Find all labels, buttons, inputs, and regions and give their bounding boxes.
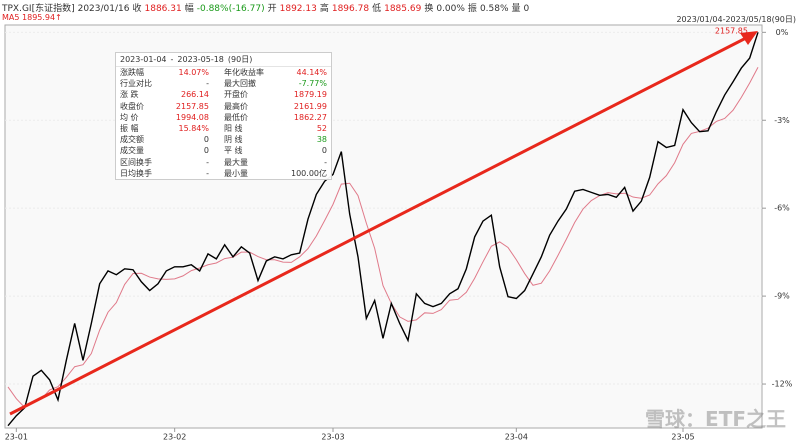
- y-tick-label: -3%: [774, 116, 790, 125]
- stat-value: 266.14: [181, 90, 209, 100]
- y-tick-label: -9%: [774, 292, 790, 301]
- stat-value: 2161.99: [293, 101, 327, 111]
- ma-label: MA5 1895.94↑: [2, 13, 62, 22]
- stat-value: -: [324, 157, 327, 167]
- y-tick-label: -12%: [772, 380, 793, 389]
- item-value: 1896.78: [331, 4, 370, 14]
- stat-label: 阴 线: [224, 135, 243, 145]
- stat-value: 0: [321, 146, 327, 156]
- stat-label: 成交量: [120, 146, 144, 156]
- stat-label: 振 幅: [120, 123, 139, 133]
- stat-value: 14.07%: [178, 68, 209, 77]
- stat-label: 最大回撤: [224, 79, 256, 89]
- stat-value: 44.14%: [296, 68, 327, 77]
- x-tick-label: 23-03: [321, 433, 344, 442]
- item-value: 0.00%: [436, 4, 465, 14]
- quote-header: TPX.GI[东证指数] 2023/01/16 收 1886.31 幅 -0.88%(-1…: [2, 1, 532, 14]
- panel-row: 均 价 1994.08 最低价 1862.27: [116, 112, 331, 123]
- item-label: 幅: [184, 4, 194, 14]
- stat-label: 最大量: [224, 157, 248, 167]
- range-label: 2023/01/04-2023/05/18(90日): [676, 15, 796, 24]
- x-tick-label: 23-02: [163, 433, 186, 442]
- end-date[interactable]: 2023-05-18: [177, 55, 224, 64]
- stat-label: 涨跌幅: [120, 68, 144, 77]
- y-tick-label: -6%: [774, 204, 790, 213]
- item-label: 收: [132, 4, 142, 14]
- x-tick-label: 23-04: [505, 433, 528, 442]
- stat-label: 日均换手: [120, 168, 152, 178]
- stat-label: 开盘价: [224, 90, 248, 100]
- item-label: 开: [267, 4, 277, 14]
- last-price-label: 2157.85: [715, 27, 748, 36]
- ma-value: 1895.94↑: [22, 13, 62, 22]
- arrow-head: [740, 31, 758, 45]
- panel-row: 区间换手 - 最大量 -: [116, 157, 331, 168]
- start-date[interactable]: 2023-01-04: [120, 55, 167, 64]
- x-tick-label: 23-05: [671, 433, 694, 442]
- item-value: 1892.13: [279, 4, 317, 14]
- item-value: 1885.69: [384, 4, 422, 14]
- panel-row: 日均换手 - 最小量 100.00亿: [116, 168, 331, 179]
- symbol: TPX.GI[东证指数]: [2, 4, 75, 14]
- stat-label: 收盘价: [120, 101, 144, 111]
- stats-panel: 2023-01-04-2023-05-18 (90日) 涨跌幅 14.07% 年化收益…: [115, 52, 332, 180]
- stat-value: 0: [203, 135, 209, 145]
- stat-value: -: [206, 168, 209, 178]
- stat-label: 最小量: [224, 168, 248, 178]
- date: 2023/01/16: [77, 4, 130, 14]
- stat-value: 100.00亿: [291, 168, 327, 178]
- ma-name: MA5: [2, 13, 20, 22]
- item-label: 高: [319, 4, 329, 14]
- item-label: 振: [467, 4, 477, 14]
- item-value: 0.58%: [479, 4, 509, 14]
- panel-row: 行业对比 - 最大回撤 -7.77%: [116, 78, 331, 89]
- stat-label: 行业对比: [120, 79, 152, 89]
- item-value: 1886.31: [144, 4, 182, 14]
- panel-row: 振 幅 15.84% 阳 线 52: [116, 123, 331, 134]
- panel-row: 涨 跌 266.14 开盘价 1879.19: [116, 89, 331, 100]
- watermark: 雪球：ETF之王: [645, 407, 786, 431]
- stat-label: 年化收益率: [224, 68, 264, 77]
- stat-label: 最低价: [224, 112, 248, 122]
- stat-value: 1862.27: [293, 112, 327, 122]
- series-line: [7, 66, 759, 409]
- item-value: -0.88%(-16.77): [196, 4, 265, 14]
- stat-value: 38: [316, 135, 327, 145]
- dash: -: [170, 55, 174, 64]
- stat-value: -: [206, 79, 209, 89]
- stat-value: 2157.85: [175, 101, 209, 111]
- panel-row: 成交额 0 阴 线 38: [116, 134, 331, 145]
- stat-label: 涨 跌: [120, 90, 139, 100]
- stat-label: 成交额: [120, 135, 144, 145]
- trend-arrow: [9, 35, 749, 416]
- days: (90日): [227, 55, 253, 64]
- item-label: 量: [511, 4, 521, 14]
- series-line: [7, 32, 759, 427]
- item-label: 换: [424, 4, 434, 14]
- item-value: 0: [523, 4, 530, 14]
- item-label: 低: [372, 4, 382, 14]
- panel-header: 2023-01-04-2023-05-18 (90日): [116, 53, 331, 67]
- stat-label: 最高价: [224, 101, 248, 111]
- stat-label: 均 价: [120, 112, 139, 122]
- panel-row: 涨跌幅 14.07% 年化收益率 44.14%: [116, 67, 331, 78]
- stat-value: 1879.19: [293, 90, 327, 100]
- panel-row: 收盘价 2157.85 最高价 2161.99: [116, 101, 331, 112]
- stat-label: 阳 线: [224, 123, 243, 133]
- stat-value: 15.84%: [178, 123, 209, 133]
- stat-value: 1994.08: [175, 112, 209, 122]
- stat-value: -: [206, 157, 209, 167]
- lines: [5, 31, 762, 427]
- panel-row: 成交量 0 平 线 0: [116, 145, 331, 156]
- stat-value: -7.77%: [298, 79, 327, 89]
- y-tick-label: 0%: [776, 28, 789, 37]
- x-tick-label: 23-01: [5, 433, 28, 442]
- stat-value: 52: [316, 123, 327, 133]
- panel-rows: 涨跌幅 14.07% 年化收益率 44.14% 行业对比 - 最大回撤 -7.77% 涨 跌 26…: [116, 67, 331, 179]
- stat-label: 平 线: [224, 146, 243, 156]
- stat-value: 0: [203, 146, 209, 156]
- stat-label: 区间换手: [120, 157, 152, 167]
